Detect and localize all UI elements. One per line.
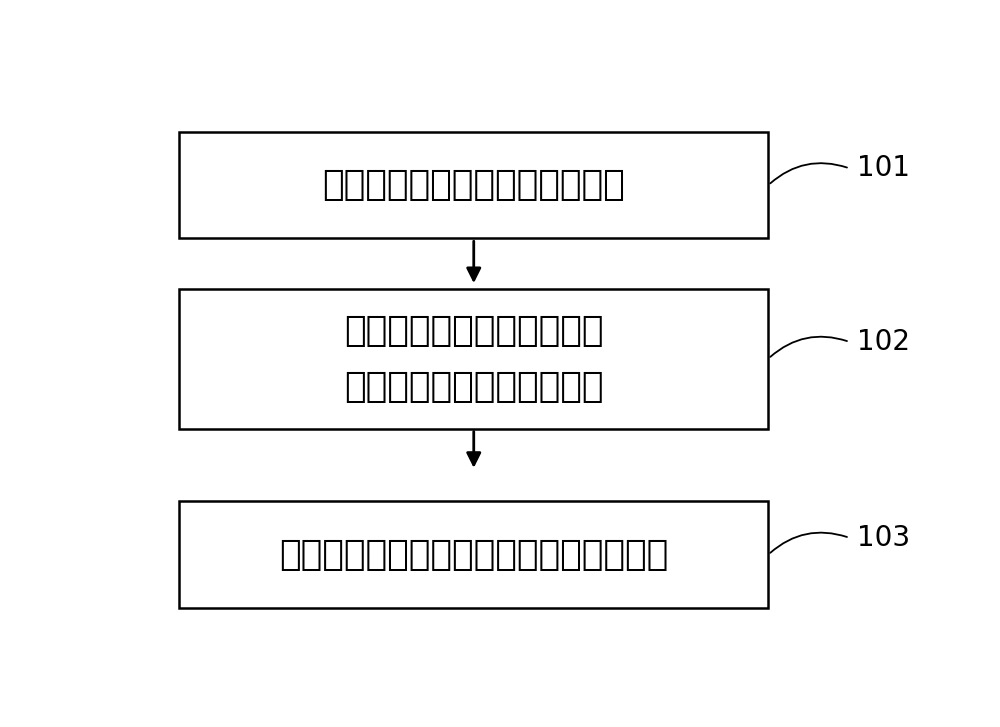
Bar	[179, 289, 768, 429]
Bar	[179, 502, 768, 608]
Text: 102: 102	[857, 328, 910, 356]
Bar	[179, 132, 768, 238]
Text: 提供包含场锓化膜的半成品电池: 提供包含场锓化膜的半成品电池	[322, 168, 625, 202]
Text: 101: 101	[857, 154, 910, 182]
Text: 去除掩膜层，形成第二锓化膜和第二电极: 去除掩膜层，形成第二锓化膜和第二电极	[279, 538, 668, 571]
Text: 103: 103	[857, 524, 910, 552]
Text: 形成掩膜层，并通过掩膜层
刻蚀第二区域的离子富集层: 形成掩膜层，并通过掩膜层 刻蚀第二区域的离子富集层	[344, 314, 604, 403]
